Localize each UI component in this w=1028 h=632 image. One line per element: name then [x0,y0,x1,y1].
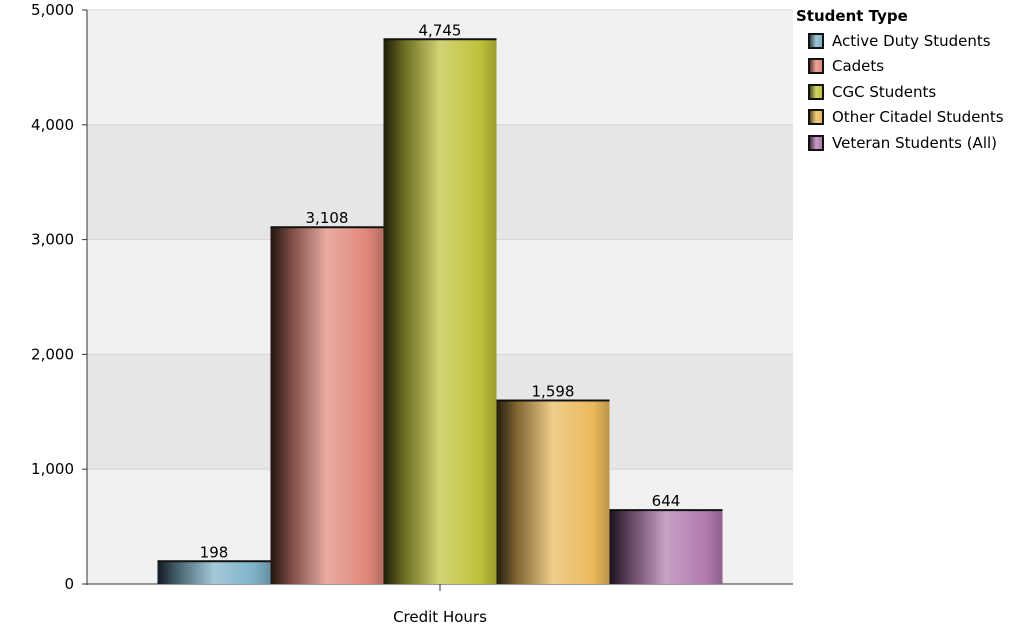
legend-title: Student Type [796,7,908,25]
data-label: 644 [652,492,681,510]
x-tick-label: Credit Hours [393,608,487,626]
legend-item-cgc: CGC Students [796,79,1026,105]
data-label: 4,745 [419,21,462,39]
data-label: 3,108 [306,209,349,227]
y-tick-label: 2,000 [31,345,74,363]
legend-swatch [808,58,824,75]
bar-active-duty-students [157,561,271,584]
legend-swatch [808,134,824,151]
legend-swatch [808,109,824,126]
y-tick-label: 3,000 [31,231,74,249]
legend-item-other-citadel: Other Citadel Students [796,105,1026,131]
legend-label: Veteran Students (All) [832,133,997,152]
y-tick-label: 0 [64,575,74,593]
bar-veteran-students-all [609,510,723,584]
legend: Student Type Active Duty Students Cadets… [796,6,1026,156]
legend-label: Cadets [832,57,885,76]
legend-label: Active Duty Students [832,31,991,50]
legend-item-cadets: Cadets [796,54,1026,80]
legend-item-active-duty: Active Duty Students [796,28,1026,54]
legend-swatch [808,83,824,100]
y-tick-label: 5,000 [31,1,74,19]
legend-item-veteran: Veteran Students (All) [796,130,1026,156]
data-label: 1,598 [532,383,575,401]
y-tick-label: 1,000 [31,460,74,478]
bar-other-citadel-students [496,400,610,584]
bar-cgc-students [383,39,497,585]
legend-swatch [808,32,824,49]
y-tick-label: 4,000 [31,116,74,134]
data-label: 198 [200,543,229,561]
bar-cadets [270,227,384,584]
legend-label: CGC Students [832,82,937,101]
legend-label: Other Citadel Students [832,108,1004,127]
